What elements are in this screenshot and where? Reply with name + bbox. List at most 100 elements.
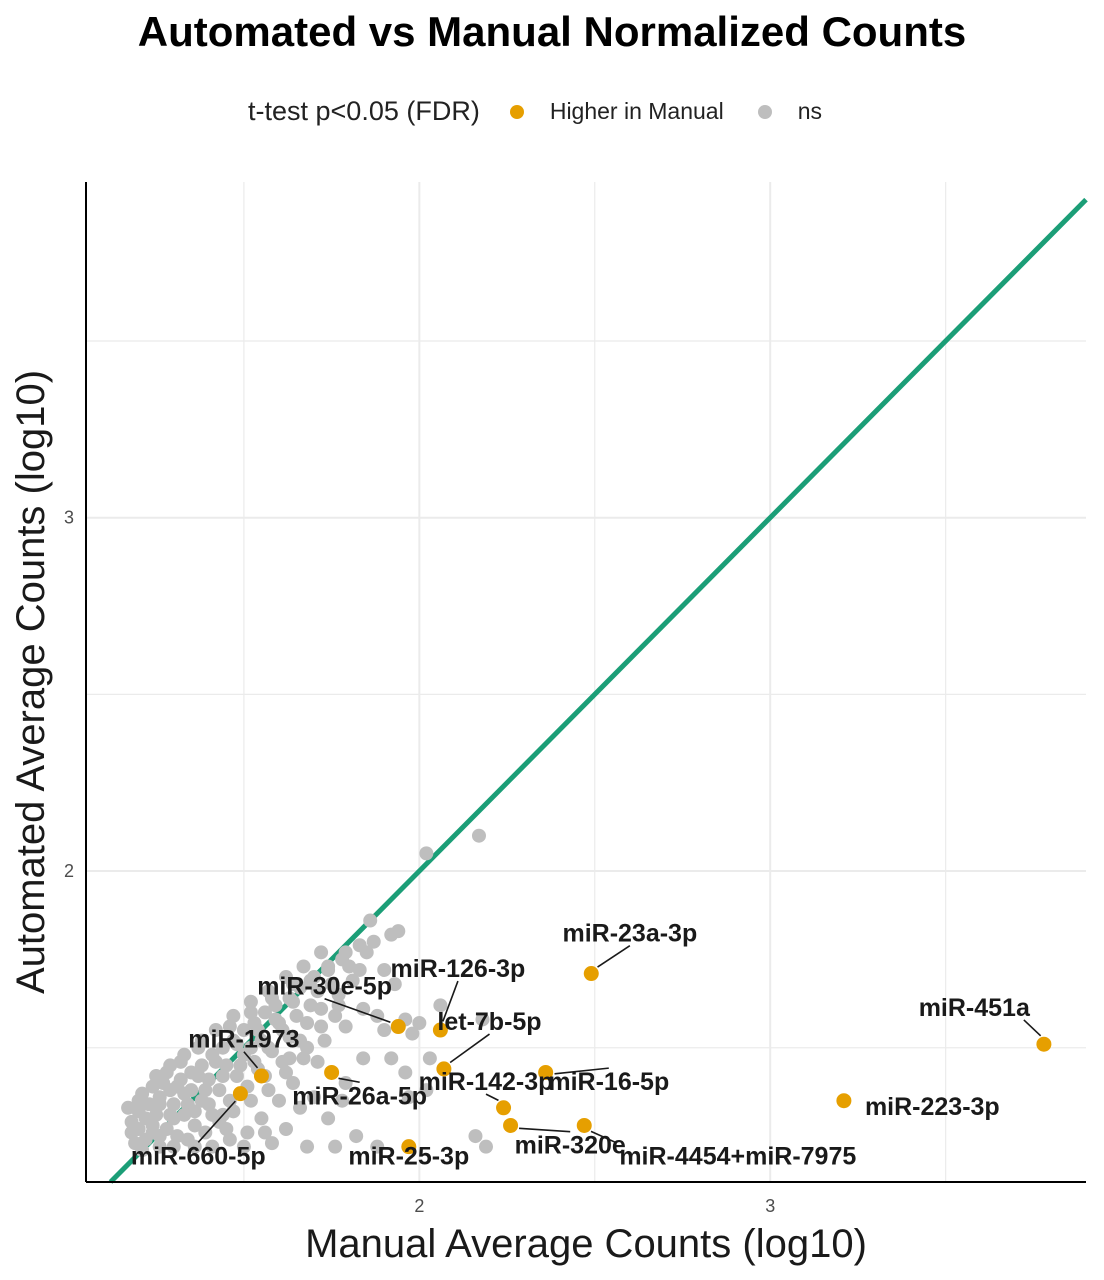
ns-point [142,1097,157,1112]
ns-point [303,998,318,1013]
ns-point [314,1001,329,1016]
label-connector [449,1033,490,1064]
legend-label-ns: ns [797,98,822,124]
label-connector [597,945,631,968]
ns-point [310,984,325,999]
label-connector [554,1067,609,1075]
significant-point [324,1064,340,1080]
significant-point [503,1117,519,1133]
ns-point [307,1090,322,1105]
ns-point [356,1001,371,1016]
label-connector [1023,1019,1042,1037]
ns-point [275,1023,290,1038]
ns-point [271,1093,286,1108]
point-label: miR-320e [515,1132,626,1160]
ns-point [300,1040,315,1055]
ns-point [128,1136,143,1151]
point-label: miR-16-5p [548,1068,669,1096]
ns-point [356,1051,371,1066]
label-connector [243,1051,259,1069]
ns-point [149,1068,164,1083]
ns-point [419,846,434,861]
ns-point [222,1019,237,1034]
ns-point [215,1040,230,1055]
grid-layer [86,182,1086,1182]
ns-point [236,1139,251,1154]
ns-point [475,1012,490,1027]
y-axis-title: Automated Average Counts (log10) [9,370,53,994]
ns-point [310,1054,325,1069]
ns-point [138,1111,153,1126]
legend-item-higher-in-manual: Higher in Manual [509,98,724,125]
significant-point [576,1117,592,1133]
ns-point [177,1107,192,1122]
ns-point [359,945,374,960]
point-label: miR-30e-5p [257,973,392,1001]
significant-point [401,1139,417,1155]
label-connector [485,1093,499,1102]
ns-point [124,1125,139,1140]
ns-point [219,1058,234,1073]
y-tick-label: 2 [64,861,74,881]
ns-point [187,1104,202,1119]
ns-point [296,1051,311,1066]
ns-point [152,1129,167,1144]
point-label: miR-223-3p [865,1093,1000,1121]
ns-point [149,1107,164,1122]
axes-layer: 2 3 2 3 [64,182,1086,1216]
ns-point [296,959,311,974]
ns-point [317,1033,332,1048]
chart-title: Automated vs Manual Normalized Counts [137,8,967,55]
legend-marker-ns [757,104,772,119]
point-labels-layer: miR-451amiR-223-3pmiR-23a-3pmiR-126-3pmi… [131,920,1042,1170]
x-axis-title: Manual Average Counts (log10) [305,1222,867,1266]
ns-point [131,1093,146,1108]
ns-point [422,1051,437,1066]
ns-point [314,945,329,960]
ns-point [194,1033,209,1048]
ns-point [229,1037,244,1052]
ns-point [243,1005,258,1020]
ns-point [243,1093,258,1108]
significant-points-layer [232,966,1052,1155]
ns-points-layer [121,828,493,1158]
ns-point [177,1047,192,1062]
significant-point [253,1068,269,1084]
legend-item-ns: ns [757,98,822,125]
ns-point [198,1125,213,1140]
legend-marker-higher-in-manual [509,104,524,119]
ns-point [289,1008,304,1023]
significant-point [436,1061,452,1077]
ns-point [433,998,448,1013]
point-label: miR-451a [919,994,1031,1022]
point-label: miR-660-5p [131,1142,266,1170]
significant-point [836,1093,852,1109]
ns-point [349,1129,364,1144]
ns-point [286,994,301,1009]
ns-point [366,934,381,949]
ns-point [384,927,399,942]
ns-point [321,1111,336,1126]
ns-point [338,945,353,960]
significant-point [232,1086,248,1102]
ns-point [212,1083,227,1098]
ns-point [352,962,367,977]
ns-point [121,1100,136,1115]
ns-point [226,1008,241,1023]
ns-point [314,1019,329,1034]
legend-title: t-test p<0.05 (FDR) [248,96,480,126]
ns-point [471,828,486,843]
ns-point [243,1040,258,1055]
ns-point [412,1015,427,1030]
ns-point [384,1051,399,1066]
ns-point [328,1008,343,1023]
ns-point [215,1068,230,1083]
ns-point [187,1118,202,1133]
ns-point [229,1068,244,1083]
significant-point [1036,1036,1052,1052]
ns-point [338,1019,353,1034]
ns-point [145,1079,160,1094]
ns-point [250,1023,265,1038]
ns-point [201,1072,216,1087]
